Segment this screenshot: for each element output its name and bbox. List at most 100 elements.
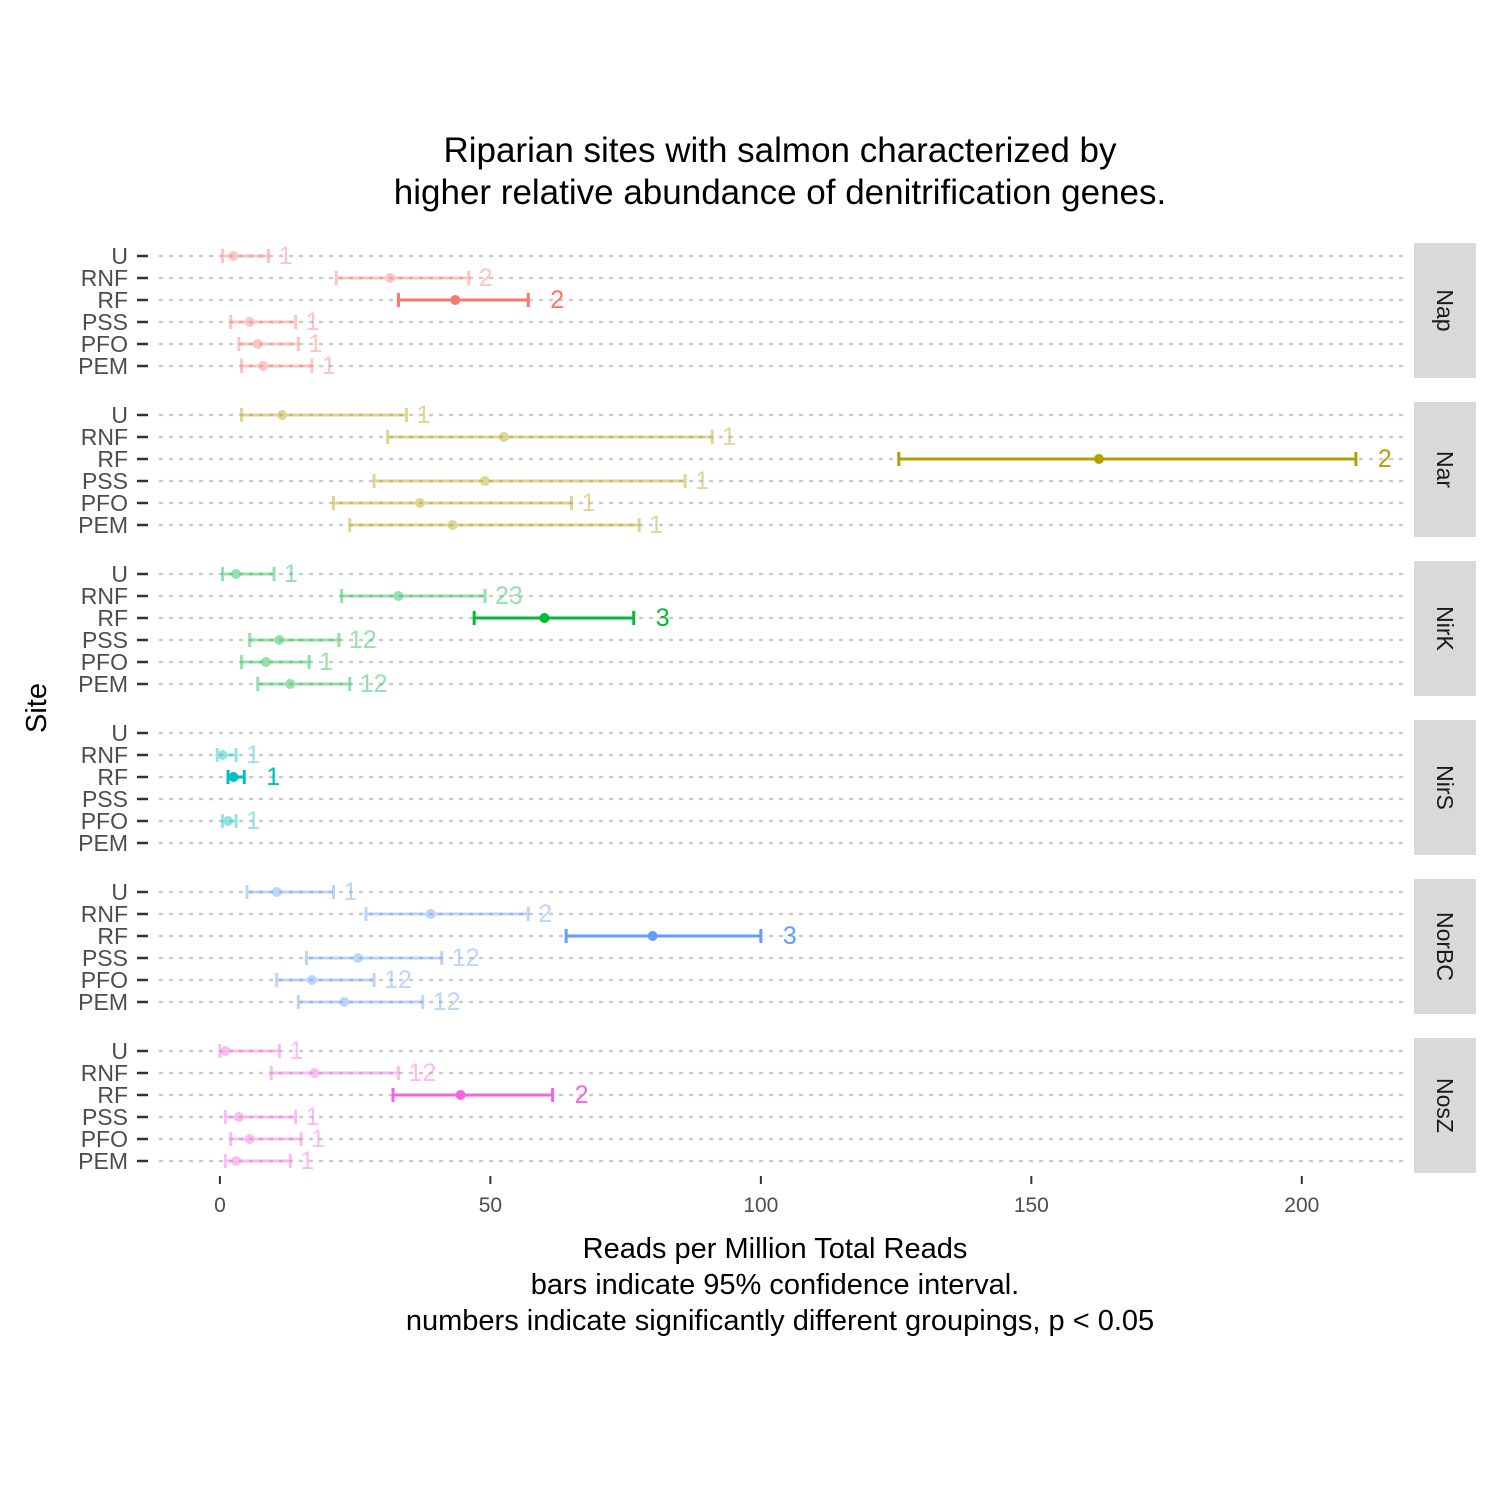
errorbar-rf: 3 — [564, 922, 797, 950]
errorbar-pem: 1 — [223, 1147, 314, 1175]
mean-point — [271, 887, 282, 897]
mean-point — [244, 317, 255, 327]
y-tick-label: RF — [97, 923, 128, 949]
group-label: 1 — [322, 352, 336, 380]
group-label: 1 — [246, 807, 260, 835]
y-tick-label: RNF — [81, 901, 128, 927]
errorbar-u: 1 — [245, 878, 357, 906]
y-tick-label: PFO — [81, 649, 128, 675]
y-tick-label: PSS — [82, 945, 128, 971]
y-tick-label: U — [111, 561, 128, 587]
group-label: 1 — [284, 560, 298, 588]
mean-point — [252, 339, 263, 349]
mean-point — [539, 613, 550, 623]
mean-point — [223, 816, 234, 826]
group-label: 3 — [783, 922, 797, 950]
mean-point — [425, 909, 436, 919]
group-label: 1 — [417, 401, 431, 429]
mean-point — [277, 410, 288, 420]
mean-point — [450, 295, 461, 305]
y-tick-label: PSS — [82, 627, 128, 653]
facet-strip-label: NirS — [1432, 765, 1458, 810]
group-label: 1 — [289, 1037, 303, 1065]
y-tick-label: RNF — [81, 742, 128, 768]
y-tick-label: RF — [97, 287, 128, 313]
mean-point — [498, 432, 509, 442]
y-tick-label: PSS — [82, 1104, 128, 1130]
group-label: 1 — [279, 242, 293, 270]
y-tick-label: PSS — [82, 786, 128, 812]
x-tick-label: 200 — [1284, 1194, 1319, 1217]
facet-strip — [1414, 879, 1476, 1014]
errorbar-rf: 2 — [897, 445, 1392, 473]
mean-point — [479, 476, 490, 486]
facet-strip — [1414, 243, 1476, 378]
group-label: 1 — [308, 330, 322, 358]
facet-strip-label: Nap — [1432, 289, 1458, 331]
group-label: 1 — [246, 741, 260, 769]
chart-title-line-2: higher relative abundance of denitrifica… — [394, 173, 1166, 212]
group-label: 1 — [311, 1125, 325, 1153]
y-tick-label: PEM — [78, 671, 128, 697]
errorbar-rnf: 1 — [215, 741, 260, 769]
facet-strip — [1414, 1038, 1476, 1173]
mean-point — [1093, 454, 1104, 464]
y-tick-label: RNF — [81, 424, 128, 450]
errorbar-pss: 1 — [229, 308, 320, 336]
mean-point — [217, 750, 228, 760]
facet-strip — [1414, 561, 1476, 696]
errorbar-pfo: 1 — [229, 1125, 325, 1153]
group-label: 2 — [575, 1081, 589, 1109]
errorbar-pfo: 1 — [240, 648, 333, 676]
group-label: 1 — [649, 511, 663, 539]
y-tick-label: PEM — [78, 353, 128, 379]
errorbar-pem: 12 — [256, 670, 388, 698]
facet-strip-label: NirK — [1432, 606, 1458, 651]
mean-point — [393, 591, 404, 601]
errorbar-rf: 2 — [391, 1081, 589, 1109]
mean-point — [306, 975, 317, 985]
x-axis-label-line-2: bars indicate 95% confidence interval. — [531, 1269, 1019, 1301]
y-tick-label: U — [111, 1038, 128, 1064]
errorbar-pem: 1 — [348, 511, 663, 539]
y-tick-label: PFO — [81, 331, 128, 357]
errorbar-u: 1 — [240, 401, 431, 429]
facet-panels: NapURNFRFPSSPFOPEM122111NarURNFRFPSSPFOP… — [78, 242, 1476, 1175]
facet-strip-label: NorBC — [1432, 912, 1458, 981]
errorbar-rnf: 12 — [269, 1059, 436, 1087]
errorbar-rf: 2 — [396, 286, 564, 314]
errorbar-pfo: 12 — [275, 966, 412, 994]
chart-title-line-1: Riparian sites with salmon characterized… — [443, 131, 1117, 170]
group-label: 1 — [695, 467, 709, 495]
group-label: 23 — [495, 582, 523, 610]
y-tick-label: PFO — [81, 1126, 128, 1152]
y-axis-label: Site — [21, 683, 53, 733]
group-label: 1 — [266, 763, 280, 791]
mean-point — [385, 273, 396, 283]
x-axis-label-line-1: Reads per Million Total Reads — [583, 1233, 968, 1265]
y-tick-label: RF — [97, 605, 128, 631]
group-label: 12 — [433, 988, 461, 1016]
errorbar-rnf: 1 — [386, 423, 736, 451]
facet-strip — [1414, 720, 1476, 855]
mean-point — [352, 953, 363, 963]
errorbar-pfo: 1 — [237, 330, 322, 358]
errorbar-rf: 1 — [226, 763, 280, 791]
facet-strip — [1414, 402, 1476, 537]
x-tick-label: 0 — [214, 1194, 226, 1217]
y-tick-label: RF — [97, 764, 128, 790]
y-tick-label: PSS — [82, 468, 128, 494]
errorbar-pfo: 1 — [332, 489, 595, 517]
y-tick-label: RF — [97, 1082, 128, 1108]
mean-point — [260, 657, 271, 667]
y-tick-label: U — [111, 879, 128, 905]
y-tick-label: RNF — [81, 583, 128, 609]
group-label: 1 — [319, 648, 333, 676]
errorbar-u: 1 — [221, 560, 298, 588]
errorbar-u: 1 — [218, 1037, 303, 1065]
mean-point — [647, 931, 658, 941]
errorbar-pem: 1 — [240, 352, 336, 380]
